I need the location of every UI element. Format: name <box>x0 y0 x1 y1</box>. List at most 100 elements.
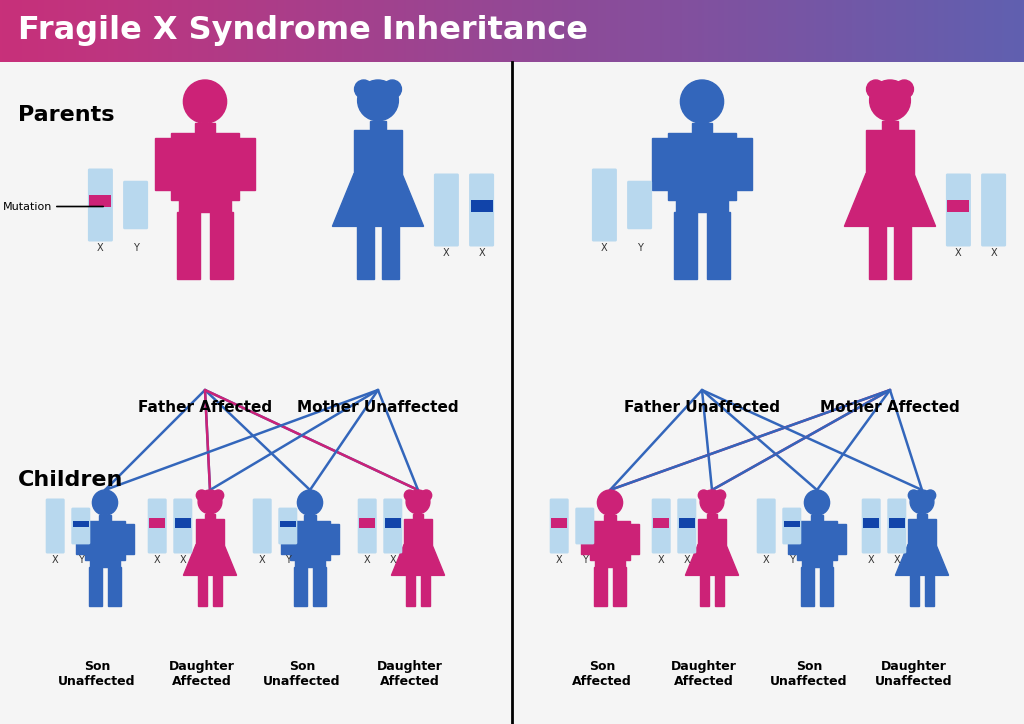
Bar <box>669 132 735 200</box>
Bar <box>354 130 402 174</box>
Bar <box>413 514 423 519</box>
Text: Daughter
Affected: Daughter Affected <box>169 660 234 688</box>
Bar <box>894 227 911 279</box>
Bar <box>99 515 111 521</box>
FancyBboxPatch shape <box>357 499 377 554</box>
FancyBboxPatch shape <box>862 499 881 554</box>
Bar <box>210 212 232 279</box>
Bar <box>735 138 753 190</box>
Text: Mother Unaffected: Mother Unaffected <box>297 400 459 415</box>
Bar <box>811 515 822 521</box>
Polygon shape <box>685 544 738 576</box>
Text: Daughter
Affected: Daughter Affected <box>671 660 737 688</box>
Text: X: X <box>389 555 396 565</box>
Text: Father Affected: Father Affected <box>138 400 272 415</box>
FancyBboxPatch shape <box>469 174 495 246</box>
Bar <box>385 518 400 528</box>
Bar <box>213 576 222 606</box>
Bar <box>406 576 416 606</box>
Text: Y: Y <box>582 555 588 565</box>
Bar <box>604 515 615 521</box>
Text: Father Unaffected: Father Unaffected <box>624 400 780 415</box>
Bar <box>239 138 255 190</box>
Bar <box>651 138 669 190</box>
Bar <box>85 521 125 560</box>
FancyBboxPatch shape <box>123 181 148 230</box>
Bar <box>798 521 837 560</box>
Bar <box>866 130 914 174</box>
Text: Children: Children <box>18 470 123 490</box>
Text: X: X <box>259 555 265 565</box>
Text: Daughter
Affected: Daughter Affected <box>377 660 443 688</box>
Bar <box>918 514 927 519</box>
Bar <box>801 567 814 606</box>
Bar <box>150 518 165 528</box>
Bar <box>198 576 208 606</box>
Text: X: X <box>97 243 103 253</box>
Bar <box>909 576 920 606</box>
Bar <box>382 227 399 279</box>
Bar <box>787 523 798 555</box>
FancyBboxPatch shape <box>888 499 906 554</box>
FancyBboxPatch shape <box>677 499 696 554</box>
FancyBboxPatch shape <box>550 499 568 554</box>
Bar <box>869 227 886 279</box>
Bar <box>73 521 89 527</box>
Bar <box>715 576 724 606</box>
FancyBboxPatch shape <box>651 499 671 554</box>
Bar <box>196 123 215 132</box>
Bar <box>675 212 697 279</box>
Circle shape <box>357 80 398 121</box>
Bar <box>679 518 695 528</box>
Text: X: X <box>556 555 562 565</box>
Polygon shape <box>391 544 444 576</box>
Bar <box>89 567 102 606</box>
Bar <box>595 560 626 567</box>
Text: X: X <box>955 248 962 258</box>
FancyBboxPatch shape <box>72 508 90 544</box>
Bar <box>783 521 800 527</box>
Circle shape <box>910 490 934 514</box>
Bar <box>291 521 330 560</box>
Circle shape <box>869 80 910 121</box>
Bar <box>802 560 833 567</box>
Circle shape <box>354 80 373 98</box>
Bar <box>304 515 315 521</box>
Bar <box>177 212 201 279</box>
FancyBboxPatch shape <box>981 174 1007 246</box>
Bar <box>581 523 591 555</box>
Bar <box>280 521 296 527</box>
Text: Son
Unaffected: Son Unaffected <box>58 660 136 688</box>
Text: Son
Unaffected: Son Unaffected <box>263 660 341 688</box>
Bar <box>863 518 880 528</box>
FancyBboxPatch shape <box>88 169 113 242</box>
FancyBboxPatch shape <box>253 499 271 554</box>
FancyBboxPatch shape <box>383 499 402 554</box>
Circle shape <box>698 490 709 501</box>
Polygon shape <box>183 544 237 576</box>
Circle shape <box>805 490 829 515</box>
Text: X: X <box>601 243 607 253</box>
Bar <box>175 518 190 528</box>
Text: X: X <box>52 555 58 565</box>
Bar <box>196 519 224 544</box>
Bar <box>294 567 307 606</box>
Circle shape <box>213 490 223 501</box>
FancyBboxPatch shape <box>592 169 616 242</box>
Bar <box>76 523 85 555</box>
FancyBboxPatch shape <box>575 508 594 544</box>
FancyBboxPatch shape <box>757 499 776 554</box>
Text: X: X <box>364 555 371 565</box>
Polygon shape <box>333 174 424 227</box>
Circle shape <box>404 490 415 501</box>
Bar <box>882 121 898 130</box>
Text: Y: Y <box>285 555 291 565</box>
Bar <box>171 132 239 200</box>
Bar <box>295 560 326 567</box>
Text: Y: Y <box>133 243 138 253</box>
FancyBboxPatch shape <box>434 174 459 246</box>
Bar <box>551 518 567 528</box>
Text: X: X <box>154 555 161 565</box>
Text: Y: Y <box>637 243 642 253</box>
Text: X: X <box>868 555 874 565</box>
